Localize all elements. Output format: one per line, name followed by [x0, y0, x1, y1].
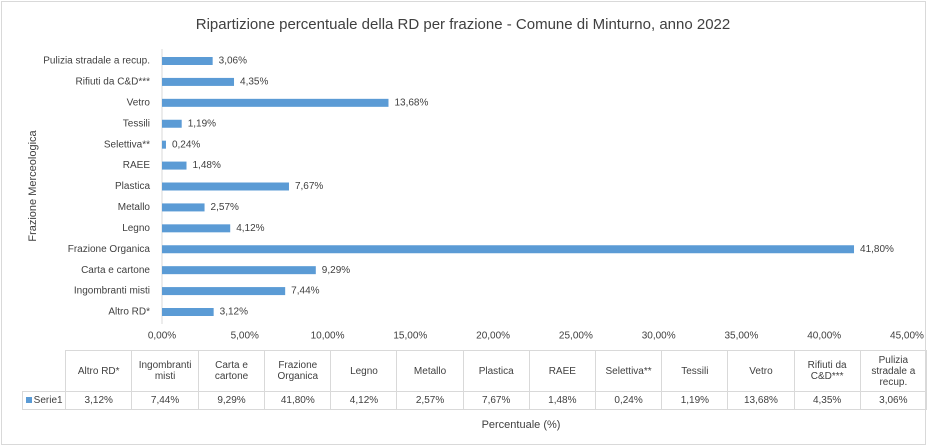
data-label: 2,57%: [211, 202, 239, 213]
y-tick-label: Ingombranti misti: [74, 286, 150, 297]
column-header: Vetro: [727, 350, 795, 392]
column-header: Legno: [330, 350, 398, 392]
y-tick-label: Pulizia stradale a recup.: [43, 56, 150, 67]
value-cell: 1,48%: [528, 391, 596, 410]
column-header: Plastica: [462, 350, 530, 392]
value-cell: 3,06%: [859, 391, 927, 410]
x-tick-label: 25,00%: [559, 331, 593, 342]
value-cell: 7,67%: [462, 391, 530, 410]
column-header: Metallo: [396, 350, 464, 392]
x-tick-label: 45,00%: [890, 331, 924, 342]
data-label: 7,44%: [291, 286, 319, 297]
column-header: Ingombranti misti: [131, 350, 199, 392]
column-header: Rifiuti da C&D***: [793, 350, 861, 392]
header-row: Altro RD* Ingombranti misti Carta e carton…: [22, 350, 927, 392]
x-tick-label: 10,00%: [311, 331, 345, 342]
y-tick-label: Legno: [122, 223, 150, 234]
legend-cell: Serie1: [21, 391, 67, 410]
y-tick-label: Altro RD*: [108, 307, 150, 318]
bar: [162, 287, 286, 296]
column-header: Carta e cartone: [197, 350, 266, 392]
column-header: RAEE: [528, 350, 596, 392]
y-tick-label: Carta e cartone: [81, 265, 150, 276]
y-tick-label: Tessili: [123, 118, 150, 129]
bar: [162, 98, 389, 107]
y-tick-label: Plastica: [115, 181, 150, 192]
data-label: 1,48%: [193, 160, 221, 171]
value-cell: 0,24%: [594, 391, 663, 410]
x-tick-label: 15,00%: [393, 331, 427, 342]
value-cell: 2,57%: [396, 391, 464, 410]
value-cell: 1,19%: [661, 391, 729, 410]
data-table: Altro RD* Ingombranti misti Carta e carton…: [21, 350, 927, 410]
chart-title: Ripartizione percentuale della RD per fr…: [196, 16, 730, 33]
x-tick-label: 35,00%: [724, 331, 758, 342]
value-cell: 3,12%: [65, 391, 133, 410]
x-tick-label: 5,00%: [231, 331, 259, 342]
data-label: 3,06%: [219, 56, 247, 67]
x-tick-label: 40,00%: [807, 331, 841, 342]
data-label: 4,12%: [236, 223, 264, 234]
column-header: Tessili: [661, 350, 729, 392]
value-cell: 41,80%: [264, 391, 332, 410]
bar: [162, 203, 205, 212]
legend-label: Serie1: [33, 395, 63, 406]
y-tick-label: Selettiva**: [104, 139, 150, 150]
value-cell: 4,12%: [330, 391, 398, 410]
value-cell: 13,68%: [727, 391, 795, 410]
y-tick-label: RAEE: [123, 160, 151, 171]
bar: [162, 182, 289, 191]
bar: [162, 57, 213, 65]
data-row: Serie1 3,12% 7,44% 9,29% 41,80% 4,12% 2,57% 7,6…: [21, 391, 927, 410]
y-tick-label: Metallo: [118, 202, 151, 213]
column-header: Altro RD*: [65, 350, 133, 392]
data-label: 1,19%: [188, 118, 216, 129]
legend-key: [25, 397, 32, 403]
bar: [162, 224, 231, 233]
bar: [162, 308, 214, 316]
value-cell: 9,29%: [197, 391, 266, 410]
y-tick-label: Vetro: [127, 97, 151, 108]
data-label: 3,12%: [220, 307, 248, 318]
bar: [162, 140, 166, 149]
bar: [162, 161, 187, 170]
bar: [162, 77, 235, 86]
data-label: 7,67%: [295, 181, 323, 192]
x-tick-label: 20,00%: [476, 331, 510, 342]
column-header: Pulizia stradale a recup.: [859, 350, 927, 392]
value-cell: 7,44%: [131, 391, 199, 410]
corner-cell: [22, 350, 67, 392]
bar: [162, 245, 855, 254]
bar: [162, 119, 182, 128]
column-header: Frazione Organica: [264, 350, 332, 392]
y-tick-label: Rifiuti da C&D***: [76, 77, 151, 88]
x-axis-label: Percentuale (%): [482, 419, 561, 431]
data-label: 0,24%: [172, 139, 200, 150]
data-label: 4,35%: [240, 77, 268, 88]
data-label: 13,68%: [394, 97, 428, 108]
column-header: Selettiva**: [594, 350, 663, 392]
bar: [162, 266, 316, 275]
data-label: 41,80%: [860, 244, 894, 255]
value-cell: 4,35%: [793, 391, 861, 410]
y-axis-label: Frazione Merceologica: [27, 129, 39, 241]
y-tick-label: Frazione Organica: [68, 244, 151, 255]
x-tick-label: 30,00%: [642, 331, 676, 342]
x-tick-label: 0,00%: [148, 331, 176, 342]
data-label: 9,29%: [322, 265, 350, 276]
